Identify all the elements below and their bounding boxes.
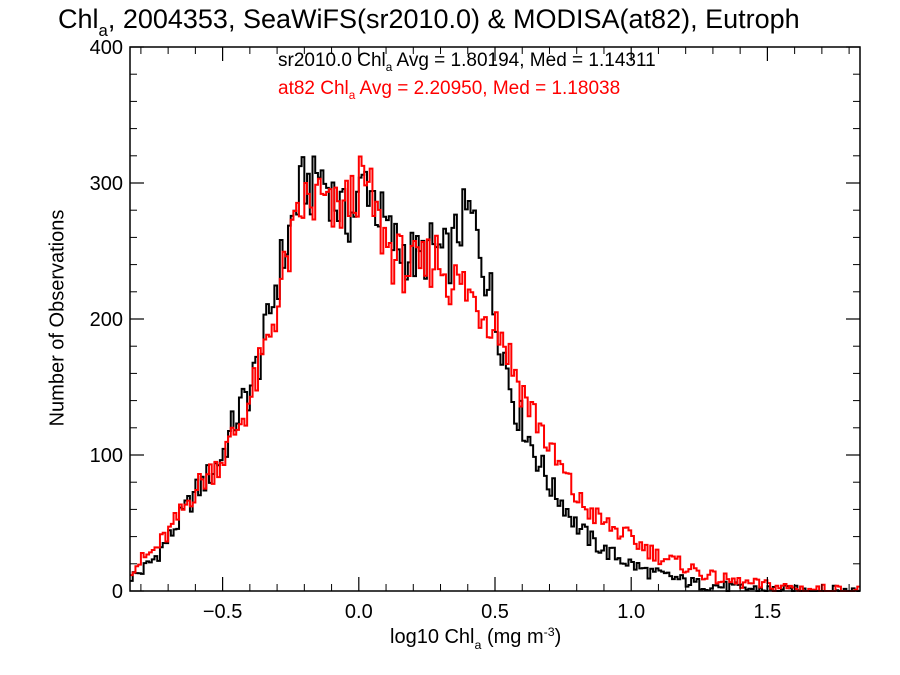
- stat-subscript: a: [385, 61, 393, 75]
- x-axis-label: log10 Chla (mg m-3): [390, 625, 562, 652]
- x-tick-label: 0.0: [345, 601, 373, 623]
- plot-frame: [129, 46, 861, 592]
- x-tick-label: 0.5: [481, 601, 509, 623]
- x-tick-label: −0.5: [203, 601, 242, 623]
- stat-suffix: Avg = 2.20950, Med = 1.18038: [355, 78, 621, 99]
- y-tick-label: 0: [112, 581, 123, 603]
- stat-prefix: sr2010.0 Chl: [278, 50, 386, 71]
- chart-title: Chla, 2004353, SeaWiFS(sr2010.0) & MODIS…: [58, 4, 800, 40]
- y-axis-label: Number of Observations: [46, 209, 69, 427]
- y-axis: 0 100 200 300 400: [90, 37, 860, 603]
- x-axis: −0.5 0.0 0.5 1.0 1.5: [140, 47, 850, 623]
- x-label-subscript: a: [474, 637, 482, 652]
- y-tick-label: 100: [90, 445, 123, 467]
- title-chl-subscript: a: [98, 20, 108, 40]
- y-tick-label: 200: [90, 309, 123, 331]
- series-at82-histogram: [130, 155, 860, 592]
- y-tick-label: 300: [90, 173, 123, 195]
- x-tick-label: 1.5: [753, 601, 781, 623]
- x-tick-label: 1.0: [617, 601, 645, 623]
- stat-line-at82: at82 Chla Avg = 2.20950, Med = 1.18038: [278, 78, 621, 103]
- x-label-part: log10 Chl: [390, 626, 475, 648]
- stat-prefix: at82 Chl: [278, 78, 349, 99]
- plot-area: [130, 155, 860, 592]
- title-chl: Chl: [58, 4, 99, 34]
- x-label-part: ): [554, 626, 562, 648]
- stat-suffix: Avg = 1.80194, Med = 1.14311: [392, 50, 656, 71]
- title-rest: , 2004353, SeaWiFS(sr2010.0) & MODISA(at…: [107, 4, 800, 34]
- series-sr2010-0-histogram: [130, 155, 860, 592]
- stat-line-sr2010: sr2010.0 Chla Avg = 1.80194, Med = 1.143…: [278, 50, 656, 75]
- y-tick-label: 400: [90, 37, 123, 59]
- x-label-superscript: -3: [543, 625, 555, 640]
- x-label-part: (mg m: [481, 626, 544, 648]
- stat-subscript: a: [348, 89, 356, 103]
